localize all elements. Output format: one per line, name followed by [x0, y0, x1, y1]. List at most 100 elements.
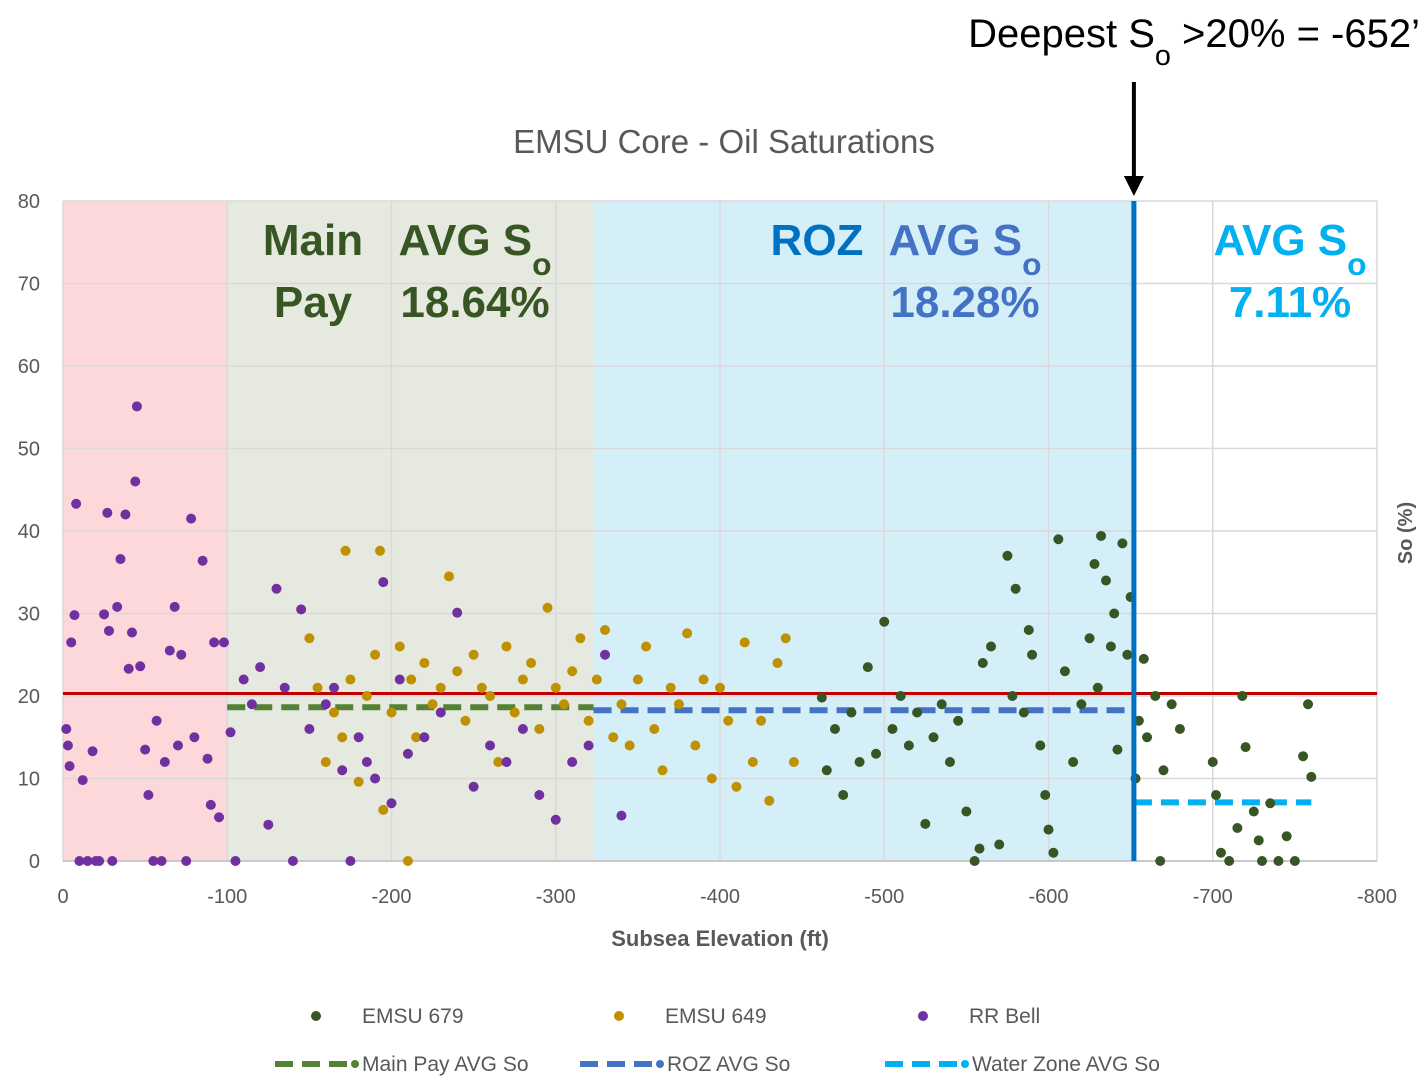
point [460, 715, 471, 726]
x-tick-label: -200 [371, 886, 411, 908]
point [953, 715, 964, 726]
point [1257, 856, 1268, 866]
point [526, 658, 537, 668]
text-part: 18.64% [400, 278, 549, 327]
point [1240, 742, 1251, 753]
point [246, 699, 257, 710]
zone-annotation: 7.11% [1229, 278, 1351, 327]
point [756, 715, 767, 726]
point [353, 732, 364, 743]
point [427, 699, 438, 710]
point [143, 790, 154, 800]
legend-label: Water Zone AVG So [972, 1053, 1160, 1076]
text-part: >20% = -652’ [1171, 12, 1420, 56]
legend-label: Main Pay AVG So [362, 1053, 529, 1076]
point [591, 674, 602, 685]
point [386, 798, 397, 809]
point [780, 633, 791, 644]
point [225, 727, 236, 738]
point [1018, 707, 1029, 718]
point [567, 757, 578, 767]
point [1253, 835, 1264, 846]
point [443, 571, 454, 582]
point [509, 707, 520, 718]
point [1211, 790, 1222, 800]
text-part: ROZ [771, 216, 864, 265]
point [279, 682, 290, 693]
point [632, 674, 643, 685]
point [1273, 856, 1284, 866]
subscript: o [532, 246, 551, 282]
point [1303, 699, 1314, 710]
legend-marker [351, 1060, 359, 1068]
point [375, 545, 386, 556]
point [657, 765, 668, 776]
point [304, 724, 315, 734]
point [164, 645, 175, 656]
text-part: Pay [274, 278, 353, 327]
point [468, 781, 479, 792]
point [846, 707, 857, 718]
point [452, 607, 463, 618]
point [271, 583, 282, 594]
point [624, 740, 635, 751]
point [287, 856, 298, 866]
point [1158, 765, 1169, 776]
point [1248, 806, 1259, 817]
point [821, 765, 832, 776]
point [1207, 757, 1218, 767]
point [583, 740, 594, 751]
point [616, 810, 627, 821]
point [1215, 847, 1226, 858]
point [1076, 699, 1087, 710]
point [156, 856, 167, 866]
zone-annotation: AVG So [888, 216, 1041, 282]
point [682, 628, 693, 639]
point [1142, 732, 1153, 743]
y-tick-label: 40 [18, 521, 40, 543]
point [71, 498, 82, 509]
point [159, 757, 170, 767]
point [838, 790, 849, 800]
point [197, 555, 208, 566]
point [706, 773, 717, 784]
point [829, 724, 840, 734]
y-tick-label: 0 [29, 851, 40, 873]
point [394, 641, 405, 652]
point [665, 682, 676, 693]
point [337, 732, 348, 743]
point [608, 732, 619, 743]
point [131, 401, 142, 412]
point [854, 757, 865, 767]
y-axis-title: So (%) [1395, 502, 1417, 564]
text-part: Deepest S [968, 12, 1155, 56]
legend-marker [311, 1011, 321, 1021]
point [205, 799, 216, 810]
point [202, 753, 213, 764]
point [296, 604, 307, 615]
point [994, 839, 1005, 850]
point [534, 790, 545, 800]
point [1281, 831, 1292, 842]
zone-annotation: Pay [274, 278, 353, 327]
point [986, 641, 997, 652]
zone-annotation: AVG So [398, 216, 551, 282]
point [263, 819, 274, 830]
point [1105, 641, 1116, 652]
point [1096, 530, 1107, 541]
point [534, 724, 545, 734]
point [406, 674, 417, 685]
point [1010, 583, 1021, 594]
point [1023, 625, 1034, 635]
point [1298, 751, 1309, 762]
point [1155, 856, 1166, 866]
point [1068, 757, 1079, 767]
subscript: o [1022, 246, 1041, 282]
point [788, 757, 799, 767]
point [402, 856, 413, 866]
point [1089, 559, 1100, 569]
point [772, 658, 783, 668]
point [583, 715, 594, 726]
point [345, 674, 356, 685]
x-tick-label: -500 [864, 886, 904, 908]
